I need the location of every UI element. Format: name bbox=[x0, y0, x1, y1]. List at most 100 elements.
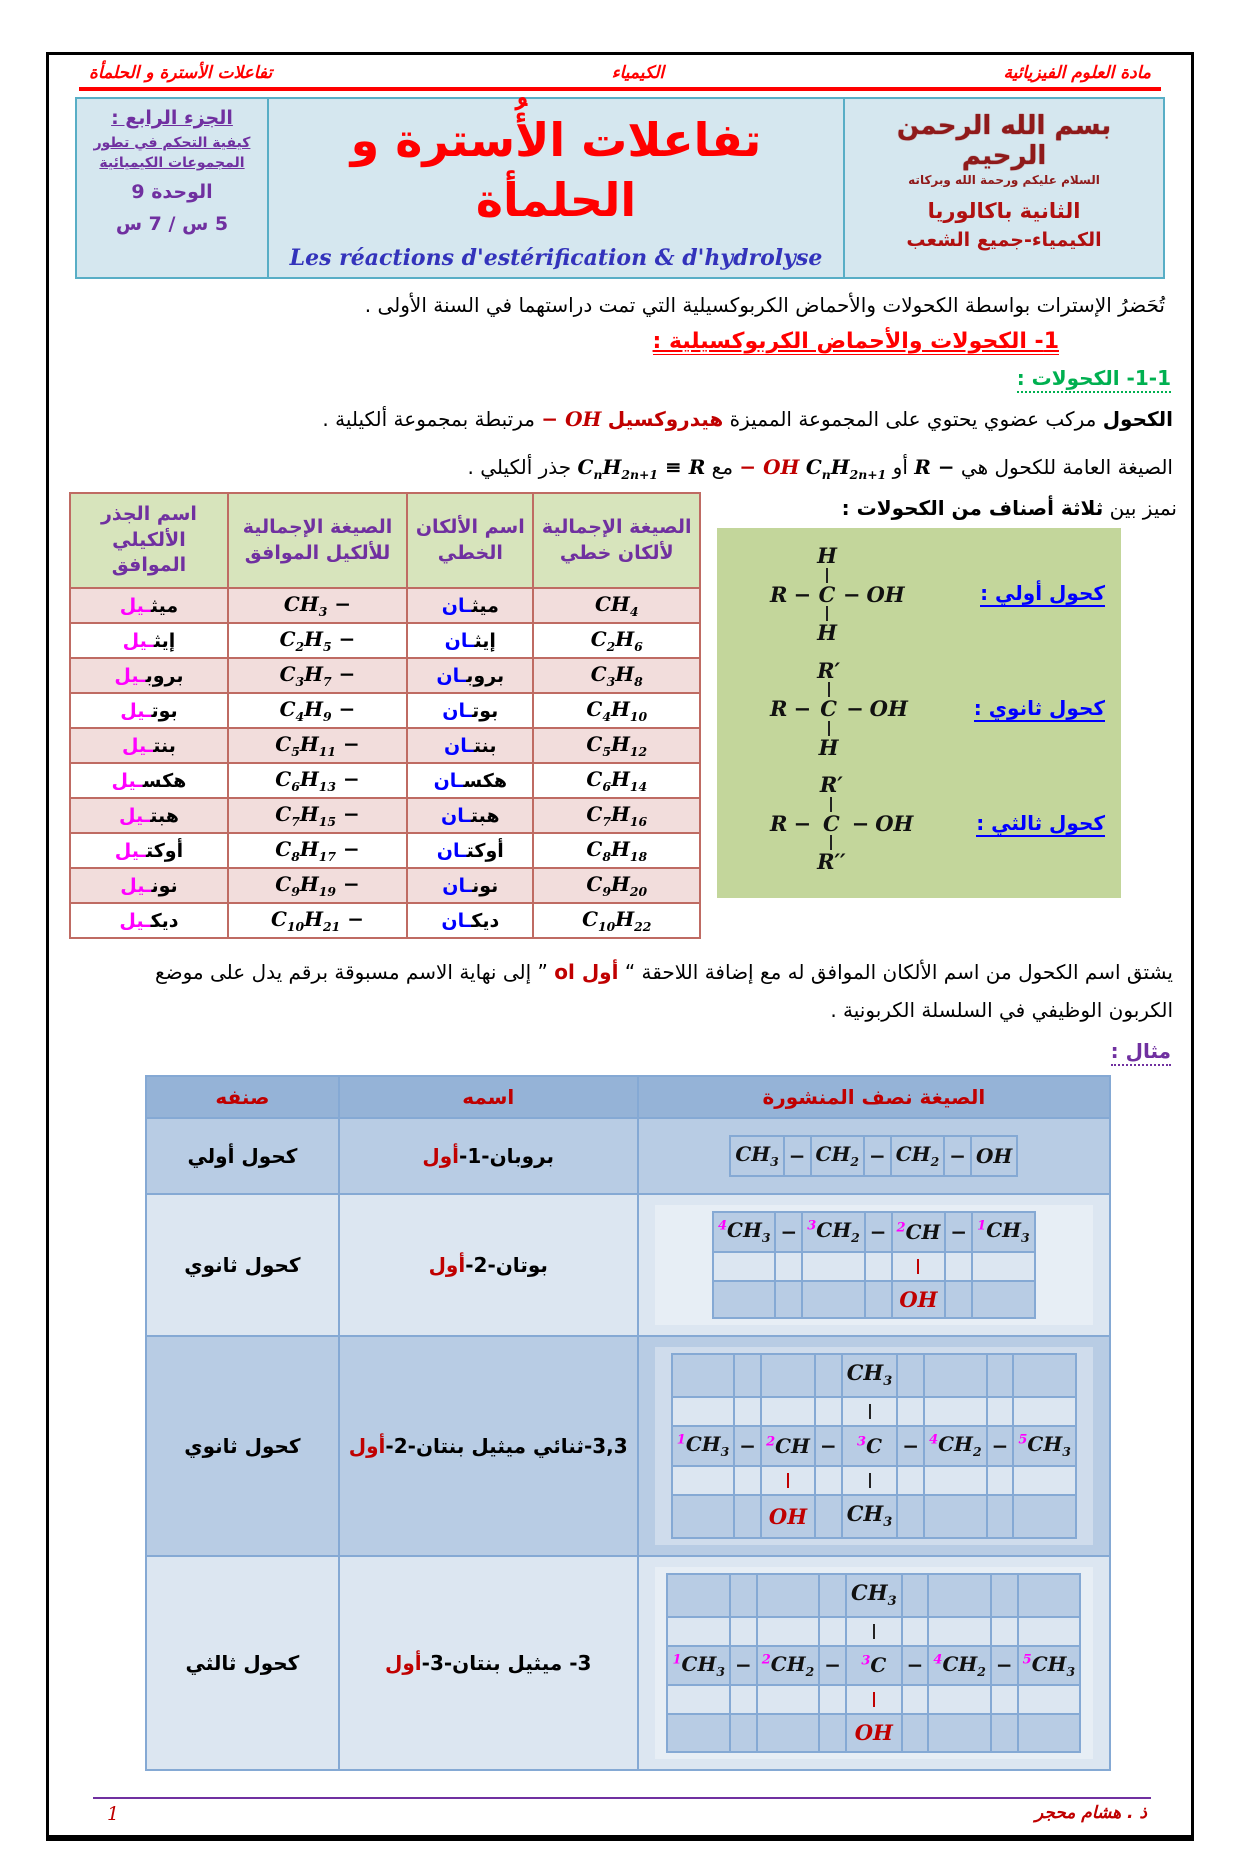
unit-info-box: الجزء الرابع : كيفية التحكم في تطور المج… bbox=[77, 99, 269, 277]
unit-number: الوحدة 9 bbox=[131, 181, 213, 204]
alkane-formula-cell: C6H14 bbox=[532, 762, 701, 800]
table-row: C7H16 هبتـان C7H15 − هبتـيل bbox=[69, 797, 701, 835]
chem-structure: CH3 1CH3−2CH2−3C −4CH2−5CH3 OH bbox=[666, 1572, 1082, 1753]
alkane-name-cell: ديكـان bbox=[406, 902, 535, 940]
table-row: C9H20 نونـان C9H19 − نونـيل bbox=[69, 867, 701, 905]
chem-structure: CH3 1CH3−2CH −3C −4CH2−5CH3 OH CH3 bbox=[670, 1353, 1077, 1539]
cnh2n1-formula: CnH2n+1 bbox=[805, 454, 887, 482]
col-alkane-formula: الصيغة الإجمالية لألكان خطي bbox=[532, 492, 701, 590]
col-alkyl-formula: الصيغة الإجمالية للألكيل الموافق bbox=[226, 492, 409, 590]
part-desc-2: المجموعات الكيميائية bbox=[99, 154, 245, 171]
alkane-formula-cell: C10H22 bbox=[532, 902, 701, 940]
header-subject: مادة العلوم الفيزيائية bbox=[1003, 63, 1151, 83]
chem-structure: CH3− CH2− CH2− OH bbox=[729, 1135, 1019, 1177]
header-topic: تفاعلات الأسترة و الحلمأة bbox=[89, 63, 273, 83]
alcohol-class-label: كحول ثانوي : bbox=[973, 695, 1105, 722]
table-row: C5H12 بنتـان C5H11 − بنتـيل bbox=[69, 727, 701, 765]
name-cell: 3- ميثيل بنتان-3-أول bbox=[337, 1554, 639, 1771]
alkane-name-cell: بوتـان bbox=[406, 692, 535, 730]
unit-hours: 5 س / 7 س bbox=[115, 212, 229, 235]
section-1-1-heading: 1-1- الكحولات : bbox=[61, 365, 1171, 393]
alcohol-classes-panel: كحول أولي : H R − C − OH H كحول ثانوي : R′ R − C −… bbox=[717, 528, 1121, 898]
alkyl-formula-cell: C8H17 − bbox=[226, 832, 409, 870]
lesson-title-cell: تفاعلات الأُسترة و الحلمأة Les réactions… bbox=[269, 99, 845, 277]
alkyl-formula-cell: C10H21 − bbox=[226, 902, 409, 940]
alkyl-name-cell: بروبـيل bbox=[69, 657, 229, 695]
alkyl-formula-cell: C9H19 − bbox=[226, 867, 409, 905]
alkyl-name-cell: نونـيل bbox=[69, 867, 229, 905]
formula-cell: CH3 1CH3−2CH −3C −4CH2−5CH3 OH CH3 bbox=[636, 1335, 1112, 1557]
table-header-row: الصيغة الإجمالية لألكان خطي اسم الألكان … bbox=[69, 492, 701, 590]
alkane-name-cell: نونـان bbox=[406, 867, 535, 905]
header-underline bbox=[79, 87, 1161, 91]
hydroxyl-formula: − OH bbox=[541, 406, 602, 431]
chem-structure: H R − C − OH H bbox=[770, 543, 905, 646]
table-row: C10H22 ديكـان C10H21 − ديكـيل bbox=[69, 902, 701, 940]
alkane-name-cell: أوكتـان bbox=[406, 832, 535, 870]
alkyl-formula-cell: CH3 − bbox=[226, 587, 409, 625]
alkane-formula-cell: CH4 bbox=[532, 587, 701, 625]
r-formula: R − bbox=[914, 454, 955, 479]
stream-label: الكيمياء-جميع الشعب bbox=[906, 229, 1102, 251]
chem-structure: 4CH3−3CH2−2CH −1CH3 OH bbox=[711, 1210, 1036, 1320]
alkyl-name-cell: هبتـيل bbox=[69, 797, 229, 835]
school-box: بسم الله الرحمن الرحيم السلام عليكم ورحم… bbox=[845, 99, 1163, 277]
ol-suffix: أول ol bbox=[554, 960, 619, 985]
class-cell: كحول ثانوي bbox=[145, 1192, 340, 1338]
examples-header-row: الصيغة نصف المنشورة اسمه صنفه bbox=[145, 1075, 1112, 1120]
example-row: 4CH3−3CH2−2CH −1CH3 OH بوتان-2-أول كحول ثا… bbox=[145, 1192, 1112, 1338]
r-equiv-formula: CnH2n+1 ≡ R bbox=[577, 454, 706, 482]
alkyl-name-cell: بنتـيل bbox=[69, 727, 229, 765]
alkyl-formula-cell: C5H11 − bbox=[226, 727, 409, 765]
alcohol-examples-table: الصيغة نصف المنشورة اسمه صنفه CH3− CH2− CH… bbox=[145, 1075, 1112, 1771]
naming-rule-paragraph: يشتق اسم الكحول من اسم الألكان الموافق ل… bbox=[154, 960, 1173, 1023]
alkyl-formula-cell: C2H5 − bbox=[226, 622, 409, 660]
example-row: CH3 1CH3−2CH2−3C −4CH2−5CH3 OH 3- ميثيل بنت… bbox=[145, 1554, 1112, 1771]
greeting-text: السلام عليكم ورحمة الله وبركاته bbox=[908, 173, 1100, 187]
table-row: C6H14 هكسـان C6H13 − هكسـيل bbox=[69, 762, 701, 800]
alkane-alkyl-table: الصيغة الإجمالية لألكان خطي اسم الألكان … bbox=[69, 492, 701, 940]
header-course: الكيمياء bbox=[611, 63, 665, 83]
alkyl-formula-cell: C4H9 − bbox=[226, 692, 409, 730]
alkyl-formula-cell: C3H7 − bbox=[226, 657, 409, 695]
col-alkyl-name: اسم الجذر الألكيلي الموافق bbox=[69, 492, 229, 590]
col-name: اسمه bbox=[337, 1075, 639, 1120]
alcohol-class-structure: H R − C − OH H bbox=[767, 544, 908, 645]
alkane-name-cell: ميثـان bbox=[406, 587, 535, 625]
title-block: بسم الله الرحمن الرحيم السلام عليكم ورحم… bbox=[75, 97, 1165, 279]
teacher-name: ذ . هشام محجر bbox=[1034, 1802, 1147, 1823]
formula-cell: CH3− CH2− CH2− OH bbox=[636, 1117, 1112, 1195]
alcohol-class-label: كحول ثالثي : bbox=[976, 810, 1105, 837]
page-title: تفاعلات الأُسترة و الحلمأة bbox=[350, 113, 762, 227]
general-formula-line: الصيغة العامة للكحول هي R − أو CnH2n+1 −… bbox=[467, 454, 1173, 482]
chem-structure: R′ R − C − OH H bbox=[770, 657, 908, 760]
class-cell: كحول ثالثي bbox=[145, 1554, 340, 1771]
table-row: C3H8 بروبـان C3H7 − بروبـيل bbox=[69, 657, 701, 695]
basmala-calligraphy: بسم الله الرحمن الرحيم bbox=[896, 111, 1112, 171]
page-title-french: Les réactions d'estérification & d'hydro… bbox=[289, 244, 823, 271]
alkane-table-column: الصيغة الإجمالية لألكان خطي اسم الألكان … bbox=[61, 492, 701, 940]
alkane-name-cell: إيثـان bbox=[406, 622, 535, 660]
alkane-formula-cell: C2H6 bbox=[532, 622, 701, 660]
alcohol-class-structure: R′ R − C − OH R′′ bbox=[767, 773, 916, 874]
chem-structure-block: CH3 1CH3−2CH2−3C −4CH2−5CH3 OH bbox=[654, 1566, 1093, 1759]
grade-level: الثانية باكالوريا bbox=[927, 199, 1081, 223]
table-row: C4H10 بوتـان C4H9 − بوتـيل bbox=[69, 692, 701, 730]
page-number: 1 bbox=[107, 1802, 120, 1825]
alkane-name-cell: هكسـان bbox=[406, 762, 535, 800]
classes-intro-line: نميز بين ثلاثة أصناف من الكحولات : bbox=[841, 496, 1177, 521]
alkane-name-cell: بنتـان bbox=[406, 727, 535, 765]
formula-cell: CH3 1CH3−2CH2−3C −4CH2−5CH3 OH bbox=[636, 1554, 1112, 1771]
alcohol-class-label: كحول أولي : bbox=[980, 581, 1105, 608]
document-header: مادة العلوم الفيزيائية الكيمياء تفاعلات … bbox=[49, 55, 1191, 85]
alkyl-formula-cell: C7H15 − bbox=[226, 797, 409, 835]
col-semi-developed-formula: الصيغة نصف المنشورة bbox=[636, 1075, 1112, 1120]
page-footer: ذ . هشام محجر 1 bbox=[49, 1771, 1191, 1835]
chem-structure-block: CH3− CH2− CH2− OH bbox=[655, 1129, 1093, 1183]
alcohol-class-item: كحول أولي : H R − C − OH H bbox=[727, 544, 1111, 659]
chem-structure: R′ R − C − OH R′′ bbox=[770, 772, 914, 875]
alkane-name-cell: بروبـان bbox=[406, 657, 535, 695]
table-row: C2H6 إيثـان C2H5 − إيثـيل bbox=[69, 622, 701, 660]
page-frame: مادة العلوم الفيزيائية الكيمياء تفاعلات … bbox=[46, 52, 1194, 1841]
name-cell: بروبان-1-أول bbox=[337, 1117, 639, 1195]
